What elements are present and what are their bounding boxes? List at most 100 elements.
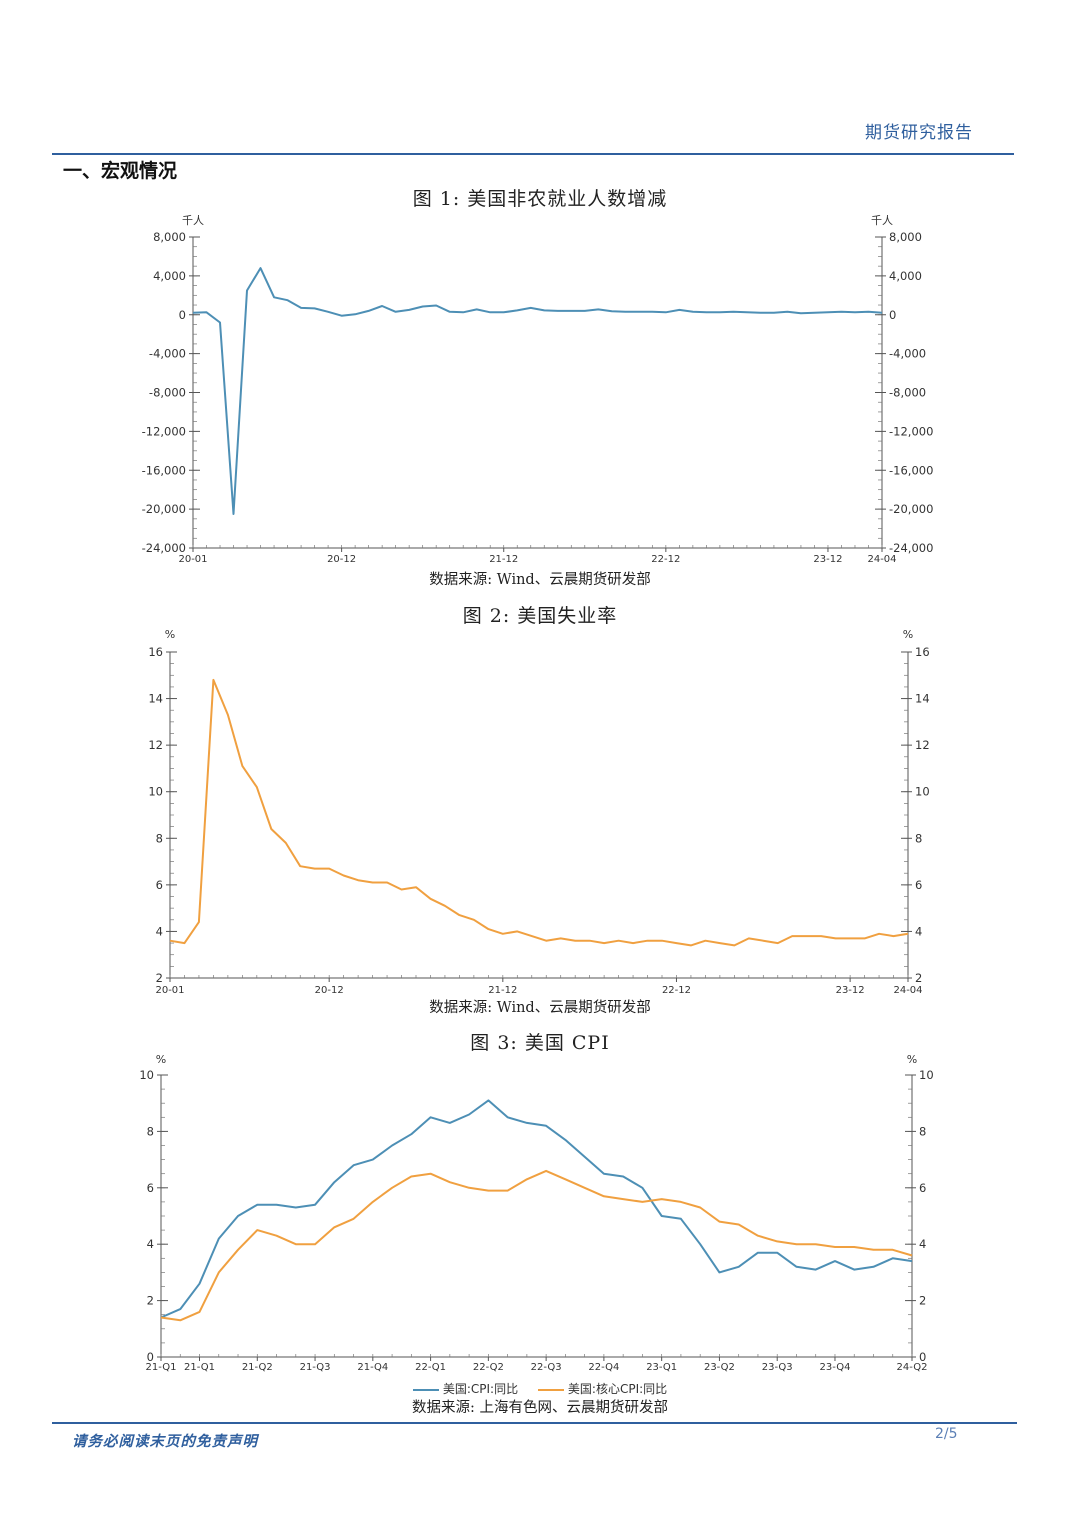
y-tick-label-left: -12,000 [142, 424, 186, 438]
figure-1-title: 图 1: 美国非农就业人数增减 [412, 188, 668, 210]
figure-1-source: 数据来源: Wind、云晨期货研发部 [429, 572, 651, 588]
y-tick-label-left: 6 [156, 878, 163, 892]
legend-label-core-cpi: 美国:核心CPI:同比 [567, 1382, 668, 1396]
legend-swatch-core-cpi [537, 1388, 564, 1391]
y-tick-label-right: 4 [915, 924, 922, 938]
x-tick-label: 23-12 [813, 554, 842, 565]
y-tick-label-left: 16 [148, 645, 163, 659]
y-tick-label-left: 4 [147, 1237, 154, 1251]
y-tick-label-left: 2 [156, 971, 163, 985]
figure-2-title: 图 2: 美国失业率 [462, 605, 618, 627]
unit-label-left: % [156, 1053, 166, 1066]
y-tick-label-left: 8,000 [153, 230, 186, 244]
x-tick-label: 20-01 [178, 554, 207, 565]
y-tick-label-right: 4,000 [889, 269, 922, 283]
x-tick-label: 23-Q4 [820, 1362, 851, 1373]
unit-label-left: 千人 [182, 214, 204, 227]
header-divider [52, 153, 1014, 155]
series-line-1 [160, 1169, 913, 1322]
y-tick-label-left: 4 [156, 924, 163, 938]
y-tick-label-left: 6 [147, 1181, 154, 1195]
x-tick-label: 21-Q3 [300, 1362, 331, 1373]
legend-label-cpi: 美国:CPI:同比 [442, 1382, 519, 1396]
y-tick-label-right: 6 [919, 1181, 926, 1195]
x-tick-label: 23-Q1 [646, 1362, 677, 1373]
y-tick-label-right: 8 [915, 831, 922, 845]
x-tick-label: 20-12 [315, 985, 344, 996]
unit-label-right: % [903, 628, 913, 641]
y-tick-label-right: 16 [915, 645, 930, 659]
unit-label-left: % [165, 628, 175, 641]
y-tick-label-right: 2 [915, 971, 922, 985]
y-tick-label-left: 8 [156, 831, 163, 845]
figure-3-title: 图 3: 美国 CPI [470, 1032, 610, 1054]
figure-3-source: 数据来源: 上海有色网、云晨期货研发部 [412, 1400, 668, 1416]
legend-item-cpi: 美国:CPI:同比 [412, 1380, 519, 1397]
disclaimer-text: 请务必阅读末页的免责声明 [72, 1433, 258, 1450]
x-tick-label: 21-Q1 [146, 1362, 177, 1373]
y-tick-label-right: 12 [915, 738, 930, 752]
y-tick-label-right: 14 [915, 692, 930, 706]
series-line-0 [160, 1099, 913, 1319]
y-tick-label-left: -8,000 [149, 386, 186, 400]
y-tick-label-right: 8 [919, 1124, 926, 1138]
y-tick-label-right: 2 [919, 1294, 926, 1308]
page-number: 2/5 [935, 1426, 958, 1442]
y-tick-label-left: 0 [179, 308, 186, 322]
y-tick-label-left: 0 [147, 1350, 154, 1364]
y-tick-label-right: -24,000 [889, 541, 933, 555]
x-tick-label: 23-Q3 [762, 1362, 793, 1373]
y-tick-label-left: -24,000 [142, 541, 186, 555]
y-tick-label-left: -20,000 [142, 502, 186, 516]
x-tick-label: 24-04 [867, 554, 896, 565]
series-line-0 [169, 678, 909, 947]
y-tick-label-left: 4,000 [153, 269, 186, 283]
report-type-title: 期货研究报告 [865, 123, 973, 143]
x-tick-label: 23-Q2 [704, 1362, 735, 1373]
x-tick-label: 22-Q2 [473, 1362, 504, 1373]
x-tick-label: 22-Q4 [588, 1362, 619, 1373]
x-tick-label: 23-12 [836, 985, 865, 996]
y-tick-label-right: 0 [889, 308, 896, 322]
y-tick-label-right: 8,000 [889, 230, 922, 244]
y-tick-label-left: 8 [147, 1124, 154, 1138]
x-tick-label: 21-12 [488, 985, 517, 996]
x-tick-label: 22-12 [662, 985, 691, 996]
y-tick-label-left: 2 [147, 1294, 154, 1308]
x-tick-label: 21-Q1 [184, 1362, 215, 1373]
x-tick-label: 22-12 [651, 554, 680, 565]
y-tick-label-left: 10 [139, 1068, 154, 1082]
figure-3-legend: 美国:CPI:同比 美国:核心CPI:同比 [0, 1380, 1080, 1397]
x-tick-label: 24-04 [893, 985, 922, 996]
x-tick-label: 20-12 [327, 554, 356, 565]
y-tick-label-right: 0 [919, 1350, 926, 1364]
section-title: 一、宏观情况 [63, 160, 178, 182]
x-tick-label: 22-Q1 [415, 1362, 446, 1373]
y-tick-label-left: 14 [148, 692, 163, 706]
unit-label-right: % [907, 1053, 917, 1066]
y-tick-label-right: -16,000 [889, 463, 933, 477]
y-tick-label-left: -16,000 [142, 463, 186, 477]
x-tick-label: 20-01 [155, 985, 184, 996]
figure-2-source: 数据来源: Wind、云晨期货研发部 [429, 1000, 651, 1016]
unit-label-right: 千人 [871, 214, 893, 227]
y-tick-label-left: 12 [148, 738, 163, 752]
y-tick-label-right: 6 [915, 878, 922, 892]
y-tick-label-right: -8,000 [889, 386, 926, 400]
x-tick-label: 21-Q2 [242, 1362, 273, 1373]
x-tick-label: 24-Q2 [897, 1362, 928, 1373]
footer-divider [52, 1422, 1017, 1424]
x-tick-label: 21-Q4 [357, 1362, 388, 1373]
y-tick-label-right: 10 [919, 1068, 934, 1082]
y-tick-label-left: -4,000 [149, 347, 186, 361]
y-tick-label-right: -20,000 [889, 502, 933, 516]
x-tick-label: 22-Q3 [531, 1362, 562, 1373]
y-tick-label-right: 4 [919, 1237, 926, 1251]
y-tick-label-right: -12,000 [889, 424, 933, 438]
x-tick-label: 21-12 [489, 554, 518, 565]
legend-swatch-cpi [412, 1388, 439, 1391]
y-tick-label-right: -4,000 [889, 347, 926, 361]
